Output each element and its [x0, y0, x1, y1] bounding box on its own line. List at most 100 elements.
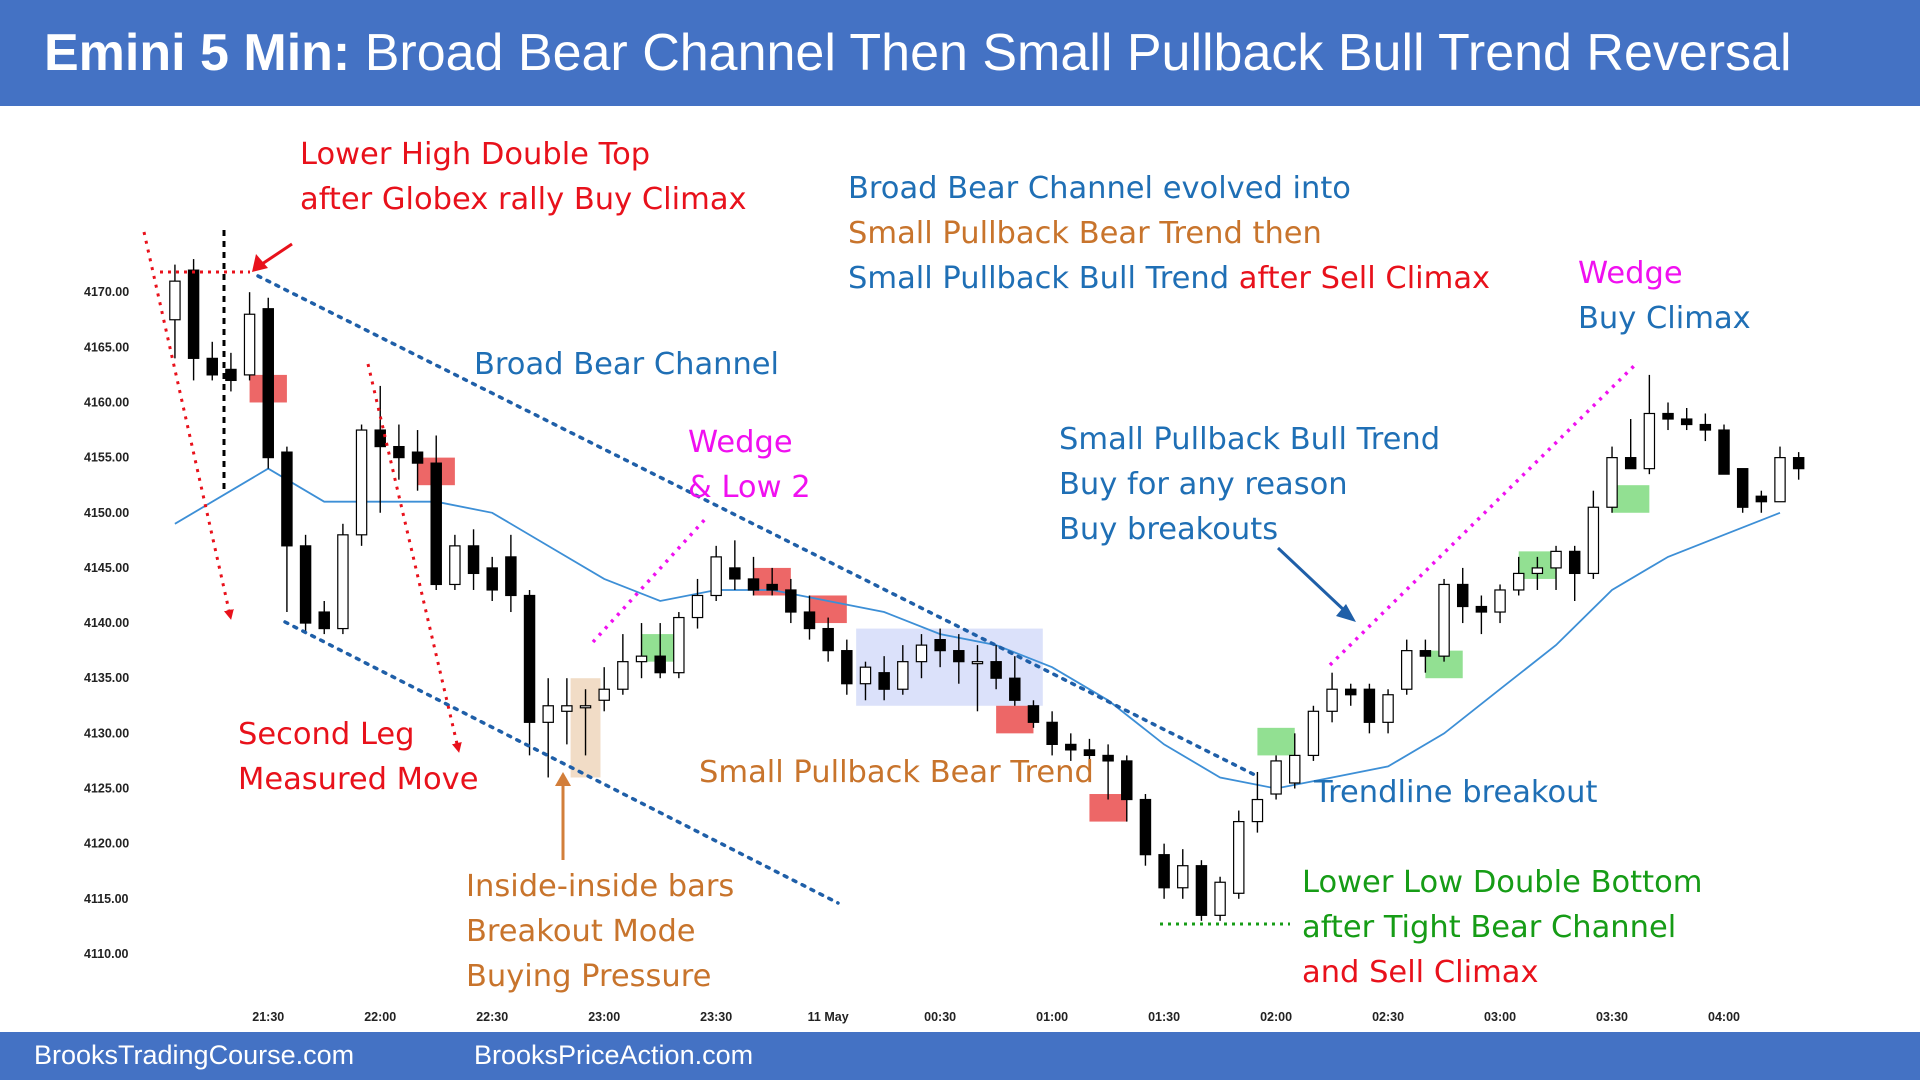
bear-candle-body	[374, 429, 386, 448]
bull-candle-body	[1270, 760, 1282, 795]
bull-candle-body	[673, 616, 685, 674]
signal-bar-highlight	[1612, 485, 1650, 513]
bear-channel-top-line	[256, 274, 1257, 777]
x-tick-label: 22:00	[364, 1010, 396, 1024]
bear-candle-body	[206, 357, 218, 376]
bull-candle-body	[635, 655, 648, 663]
bull-candle-body	[1214, 881, 1226, 916]
bull-candle-body	[1774, 457, 1786, 503]
y-tick-label: 4125.00	[84, 782, 129, 796]
candle	[169, 264, 181, 359]
candle	[1494, 584, 1506, 624]
wedge-top-label: Wedge	[1578, 256, 1683, 291]
bear-candle-body	[262, 308, 274, 459]
candle	[1270, 755, 1282, 800]
ema-line	[174, 467, 1781, 790]
candle	[635, 623, 648, 679]
inside-bars-label-3: Buying Pressure	[466, 959, 711, 994]
bear-candle-body	[822, 627, 834, 652]
bear-candle-body	[1419, 650, 1432, 657]
bull-candle-body	[710, 556, 722, 597]
y-tick-label: 4120.00	[84, 837, 129, 851]
bear-candle-body	[318, 611, 330, 630]
bull-candle-body	[1400, 650, 1413, 690]
wedge-low2-line	[591, 514, 710, 644]
candle	[1475, 595, 1488, 635]
y-tick-label: 4115.00	[84, 892, 129, 906]
candle	[1643, 374, 1656, 475]
bull-candle-body	[1438, 583, 1450, 657]
x-tick-label: 02:30	[1372, 1010, 1404, 1024]
second-leg-label-2: Measured Move	[238, 762, 478, 797]
footer-link-right[interactable]: BrooksPriceAction.com	[474, 1040, 754, 1070]
bear-candle-body	[1083, 749, 1096, 757]
bear-candle-body	[467, 545, 480, 575]
candle	[374, 385, 386, 513]
candle	[710, 545, 722, 601]
candle	[1662, 402, 1674, 431]
bull-candle-body	[1550, 550, 1562, 569]
bear-candle-body	[393, 445, 405, 459]
bear-candle-body	[1792, 457, 1805, 470]
y-tick-label: 4140.00	[84, 616, 129, 630]
candle	[542, 678, 554, 778]
candle	[822, 617, 834, 662]
lldb-label-2: after Tight Bear Channel	[1302, 910, 1676, 945]
y-axis-ticks: 4170.00 4165.00 4160.00 4155.00 4150.00 4145.…	[84, 285, 129, 961]
candle	[841, 639, 853, 695]
candle	[393, 424, 405, 480]
candle	[1699, 413, 1712, 442]
candle	[225, 352, 237, 392]
bear-candle-body	[1475, 605, 1488, 613]
lower-high-label-1: Lower High Double Top	[300, 137, 650, 172]
bear-candle-body	[1102, 754, 1114, 762]
candle	[1792, 452, 1805, 480]
candle	[467, 529, 480, 590]
candle	[1195, 860, 1208, 921]
candle	[1177, 849, 1189, 899]
candle	[579, 689, 592, 756]
buy-breakouts-arrow-head	[1336, 604, 1356, 622]
bull-candle-body	[1531, 567, 1544, 575]
bear-candle-body	[766, 583, 778, 591]
bull-candle-body	[1512, 572, 1525, 591]
bear-candle-body	[411, 451, 424, 464]
candle	[766, 567, 778, 596]
bear-candle-body	[953, 650, 965, 663]
bear-candle-body	[729, 567, 741, 580]
bear-candle-body	[841, 650, 853, 685]
bear-candle-body	[803, 611, 816, 630]
candle	[1568, 545, 1581, 601]
candle	[803, 595, 816, 640]
candle	[523, 589, 536, 756]
bull-candle-body	[542, 705, 554, 723]
signal-bar-highlight	[1257, 727, 1295, 756]
candle	[691, 578, 704, 629]
bear-candle-body	[299, 545, 312, 624]
candle	[1214, 876, 1226, 921]
candle	[598, 667, 610, 712]
x-tick-label: 02:00	[1260, 1010, 1292, 1024]
candle	[1718, 424, 1730, 475]
x-tick-label: 00:30	[924, 1010, 956, 1024]
bear-channel-bottom-line	[283, 620, 840, 905]
bull-candle-body	[1307, 710, 1320, 757]
footer-link-left[interactable]: BrooksTradingCourse.com	[34, 1040, 355, 1070]
candle	[262, 297, 274, 469]
candle	[449, 534, 461, 590]
x-tick-label: 01:30	[1148, 1010, 1180, 1024]
price-chart: 4170.00 4165.00 4160.00 4155.00 4150.00 4145.…	[84, 137, 1805, 1024]
x-tick-label: 04:00	[1708, 1010, 1740, 1024]
bear-candle-body	[1568, 550, 1581, 575]
bear-candle-body	[1345, 688, 1357, 696]
bear-candle-body	[1456, 583, 1469, 608]
candle	[859, 661, 872, 701]
candle	[1456, 567, 1469, 624]
wedge-low2-label-1: Wedge	[688, 425, 793, 460]
bull-candle-body	[1289, 754, 1301, 784]
second-leg-arrow-1	[142, 231, 234, 620]
bear-candle-body	[1736, 468, 1749, 508]
double-top-arrow	[261, 242, 293, 266]
candle	[1624, 419, 1637, 470]
bear-candle-body	[785, 589, 797, 613]
